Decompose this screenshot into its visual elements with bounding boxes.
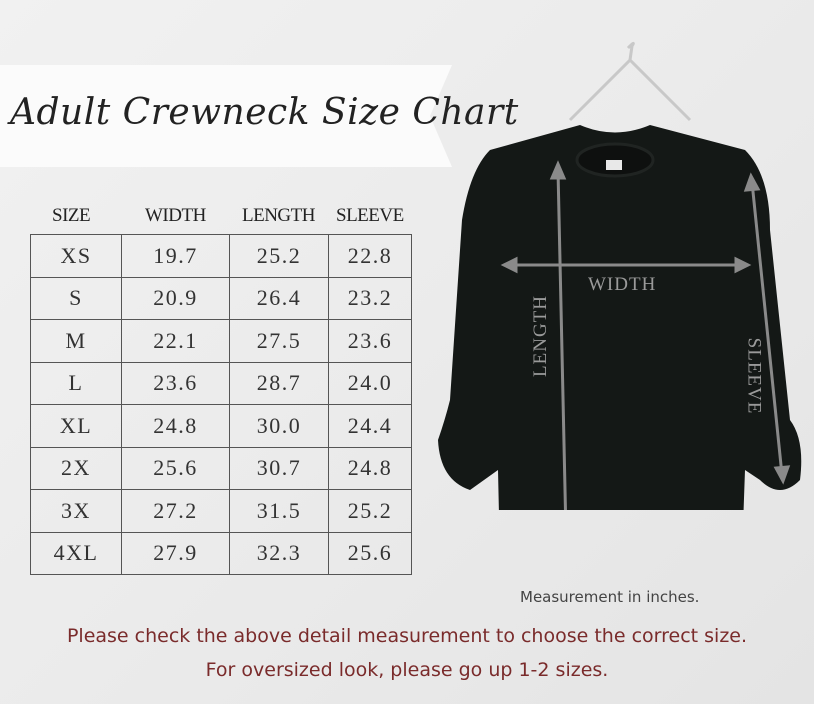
length-cell: 28.7: [229, 361, 329, 405]
size-table: XS 19.7 25.2 22.8 S 20.9 26.4 23.2 M 22.1 27.5 23.6…: [30, 234, 412, 575]
sleeve-cell: 24.4: [328, 404, 412, 448]
width-cell: 27.9: [121, 531, 230, 575]
sleeve-label: SLEEVE: [743, 337, 765, 415]
length-cell: 26.4: [229, 276, 329, 320]
sleeve-cell: 24.0: [328, 361, 412, 405]
table-row: 2X 25.6 30.7 24.8: [30, 446, 412, 490]
footer-line-2: For oversized look, please go up 1-2 siz…: [205, 659, 609, 681]
sleeve-cell: 23.6: [328, 319, 412, 363]
width-cell: 22.1: [121, 319, 230, 363]
table-row: S 20.9 26.4 23.2: [30, 276, 412, 320]
width-cell: 19.7: [121, 234, 230, 278]
width-label: WIDTH: [588, 274, 657, 295]
table-row: L 23.6 28.7 24.0: [30, 361, 412, 405]
sleeve-cell: 22.8: [328, 234, 412, 278]
header-size: SIZE: [52, 205, 91, 226]
width-cell: 23.6: [121, 361, 230, 405]
width-cell: 20.9: [121, 276, 230, 320]
length-cell: 30.7: [229, 446, 329, 490]
header-sleeve: SLEEVE: [336, 205, 404, 226]
length-cell: 32.3: [229, 531, 329, 575]
measurement-note: Measurement in inches.: [520, 588, 700, 606]
length-cell: 31.5: [229, 489, 329, 533]
table-row: XL 24.8 30.0 24.4: [30, 404, 412, 448]
width-cell: 24.8: [121, 404, 230, 448]
sleeve-cell: 24.8: [328, 446, 412, 490]
sleeve-cell: 23.2: [328, 276, 412, 320]
size-cell: S: [30, 276, 122, 320]
size-cell: 3X: [30, 489, 122, 533]
sleeve-cell: 25.2: [328, 489, 412, 533]
table-row: M 22.1 27.5 23.6: [30, 319, 412, 363]
table-row: 4XL 27.9 32.3 25.6: [30, 531, 412, 575]
length-cell: 25.2: [229, 234, 329, 278]
width-cell: 25.6: [121, 446, 230, 490]
size-cell: L: [30, 361, 122, 405]
width-cell: 27.2: [121, 489, 230, 533]
sweatshirt-diagram: [438, 41, 802, 510]
sleeve-cell: 25.6: [328, 531, 412, 575]
footer-line-1: Please check the above detail measuremen…: [66, 625, 748, 647]
size-cell: M: [30, 319, 122, 363]
size-cell: 2X: [30, 446, 122, 490]
measure-arrows: [500, 160, 791, 510]
sweatshirt-image: [438, 125, 802, 510]
table-row: XS 19.7 25.2 22.8: [30, 234, 412, 278]
length-label: LENGTH: [529, 295, 551, 377]
size-cell: XS: [30, 234, 122, 278]
table-row: 3X 27.2 31.5 25.2: [30, 489, 412, 533]
title-banner: [0, 65, 452, 167]
size-cell: XL: [30, 404, 122, 448]
header-width: WIDTH: [145, 205, 206, 226]
hanger-icon: [568, 41, 692, 122]
length-cell: 30.0: [229, 404, 329, 448]
size-cell: 4XL: [30, 531, 122, 575]
header-length: LENGTH: [242, 205, 315, 226]
length-cell: 27.5: [229, 319, 329, 363]
page-title: Adult Crewneck Size Chart: [10, 92, 519, 133]
